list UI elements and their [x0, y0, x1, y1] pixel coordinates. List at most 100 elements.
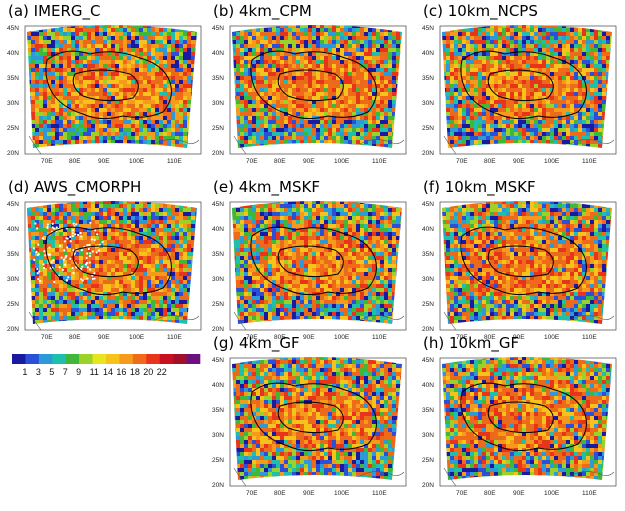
plateau-outline: [250, 50, 377, 120]
lon-tick-label: 90E: [303, 490, 315, 497]
colorbar-label: 22: [157, 367, 167, 377]
lat-tick-label: 35N: [212, 75, 224, 82]
lon-tick-label: 90E: [513, 158, 525, 165]
lon-tick-label: 80E: [69, 334, 81, 341]
lon-tick-label: 80E: [69, 158, 81, 165]
lon-tick-label: 80E: [484, 490, 496, 497]
precipitation-field: [232, 201, 402, 324]
colorbar-label: 11: [90, 367, 99, 377]
lat-tick-label: 30N: [7, 276, 19, 283]
colorbar-swatch: [38, 354, 53, 364]
lon-tick-label: 70E: [456, 158, 468, 165]
lat-tick-label: 45N: [212, 25, 224, 32]
lon-tick-label: 90E: [98, 158, 110, 165]
lat-tick-label: 20N: [212, 482, 224, 489]
lat-tick-label: 25N: [212, 301, 224, 308]
coastline: [443, 135, 615, 155]
lon-tick-label: 90E: [98, 334, 110, 341]
map-plot: 45N 40N 35N 30N 25N 20N 70E 80E 90E 100E 110E: [212, 357, 407, 497]
lon-tick-label: 100E: [544, 490, 560, 497]
map-plot: 45N 40N 35N 30N 25N 20N 70E 80E 90E 100E 110E: [212, 201, 407, 341]
colorbar-swatch: [159, 354, 174, 364]
precipitation-field: [232, 25, 402, 148]
lat-tick-label: 20N: [212, 150, 224, 157]
lat-tick-label: 25N: [7, 125, 19, 132]
lat-tick-label: 25N: [212, 457, 224, 464]
lon-tick-label: 70E: [246, 158, 258, 165]
map-panel: (g) 4km_GF 45N 40N 35N 30N 25N 20N 70E 80E 90E 100…: [210, 334, 410, 497]
panel-title: (d) AWS_CMORPH: [8, 178, 142, 196]
colorbar-label: 1: [22, 367, 27, 377]
lon-tick-label: 80E: [274, 490, 286, 497]
coastline: [443, 311, 615, 331]
colorbar-label: 9: [76, 367, 81, 377]
coastline: [233, 467, 405, 487]
map-panel: (f) 10km_MSKF 45N 40N 35N 30N 25N 20N 70E 80E 90E…: [420, 178, 620, 341]
lon-tick-label: 90E: [303, 334, 315, 341]
lat-tick-label: 30N: [212, 100, 224, 107]
lon-tick-label: 100E: [334, 158, 350, 165]
lat-tick-label: 30N: [422, 100, 434, 107]
map-panel: (a) IMERG_C 45N 40N 35N 30N 25N 20N 70E 80E 90E 10…: [5, 2, 205, 165]
lat-tick-label: 20N: [422, 326, 434, 333]
plateau-outline: [250, 382, 377, 452]
lat-tick-label: 35N: [422, 251, 434, 258]
lat-tick-label: 40N: [212, 226, 224, 233]
lat-tick-label: 25N: [422, 457, 434, 464]
lat-tick-label: 45N: [7, 25, 19, 32]
plateau-outline: [460, 226, 587, 296]
lon-tick-label: 80E: [484, 158, 496, 165]
panel-title: (h) 10km_GF: [423, 334, 520, 352]
lon-tick-label: 110E: [372, 334, 387, 341]
lon-tick-label: 110E: [372, 158, 387, 165]
colorbar-label: 18: [130, 367, 140, 377]
lon-tick-label: 110E: [582, 334, 597, 341]
lon-tick-label: 90E: [303, 158, 315, 165]
map-panel: (e) 4km_MSKF 45N 40N 35N 30N 25N 20N 70E 80E 90E 1…: [210, 178, 410, 341]
lon-tick-label: 70E: [41, 334, 53, 341]
lon-tick-label: 80E: [274, 334, 286, 341]
lat-tick-label: 35N: [7, 251, 19, 258]
colorbar-swatch: [79, 354, 93, 364]
lon-tick-label: 110E: [372, 490, 387, 497]
lat-tick-label: 35N: [212, 407, 224, 414]
lat-tick-label: 25N: [7, 301, 19, 308]
colorbar-swatches: [12, 354, 201, 364]
lat-tick-label: 45N: [422, 25, 434, 32]
colorbar: 1 3 5 7 9 11 14 16 18 20 22: [12, 354, 201, 377]
map-plot: 45N 40N 35N 30N 25N 20N 70E 80E 90E 100E 110E: [422, 201, 617, 341]
plateau-outline: [460, 382, 587, 452]
colorbar-swatch: [186, 354, 201, 364]
colorbar-label: 3: [36, 367, 41, 377]
lat-tick-label: 20N: [422, 482, 434, 489]
colorbar-swatch: [92, 354, 107, 364]
lat-tick-label: 45N: [212, 357, 224, 364]
lon-tick-label: 70E: [246, 490, 258, 497]
lon-tick-label: 100E: [544, 334, 560, 341]
panel-title: (c) 10km_NCPS: [423, 2, 538, 20]
lon-tick-label: 90E: [513, 490, 525, 497]
precipitation-field: [442, 25, 612, 148]
coastline: [443, 467, 615, 487]
plateau-outline: [45, 50, 172, 120]
map-plot: 45N 40N 35N 30N 25N 20N 70E 80E 90E 100E 110E: [212, 25, 407, 165]
lat-tick-label: 40N: [422, 50, 434, 57]
lat-tick-label: 35N: [7, 75, 19, 82]
colorbar-label: 16: [116, 367, 126, 377]
plateau-outline: [460, 50, 587, 120]
colorbar-swatch: [65, 354, 80, 364]
lat-tick-label: 40N: [422, 382, 434, 389]
lat-tick-label: 25N: [422, 125, 434, 132]
panel-title: (f) 10km_MSKF: [423, 178, 536, 196]
lon-tick-label: 80E: [484, 334, 496, 341]
map-panel: (d) AWS_CMORPH 45N 40N 35N 30N 25N 20N 70E 80E 90…: [5, 178, 205, 341]
colorbar-swatch: [12, 354, 26, 364]
lon-tick-label: 100E: [544, 158, 560, 165]
lon-tick-label: 100E: [129, 158, 145, 165]
lat-tick-label: 25N: [422, 301, 434, 308]
colorbar-label: 7: [63, 367, 68, 377]
colorbar-swatch: [146, 354, 161, 364]
map-plot: 45N 40N 35N 30N 25N 20N 70E 80E 90E 100E 110E: [422, 357, 617, 497]
colorbar-label: 5: [49, 367, 54, 377]
precipitation-field: [27, 201, 197, 324]
